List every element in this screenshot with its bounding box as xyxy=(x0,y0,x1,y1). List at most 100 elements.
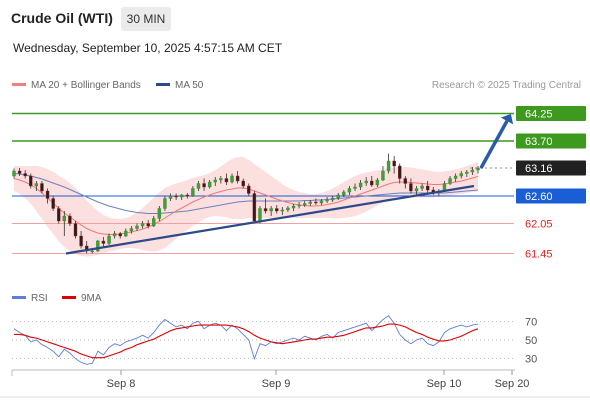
candle xyxy=(112,233,117,237)
legend-label-ma20: MA 20 + Bollinger Bands xyxy=(31,80,141,91)
legend-swatch-ma50 xyxy=(156,82,170,86)
candle xyxy=(68,215,72,224)
price-level-label: 62.05 xyxy=(525,219,553,231)
price-level-badge-label: 62.60 xyxy=(525,191,553,203)
candle xyxy=(392,160,396,167)
legend-swatch-ma20 xyxy=(12,82,26,86)
candle xyxy=(202,183,206,188)
candle xyxy=(258,208,262,222)
candle xyxy=(124,230,128,237)
candle xyxy=(146,223,150,227)
candle xyxy=(252,193,257,222)
candle xyxy=(140,223,145,227)
candle xyxy=(241,180,245,187)
candle xyxy=(453,175,458,179)
candle xyxy=(79,235,83,247)
candle xyxy=(235,175,240,182)
candle xyxy=(470,169,475,173)
candle xyxy=(330,197,335,201)
price-level-badge-label: 63.16 xyxy=(525,163,553,175)
legend-label-9ma: 9MA xyxy=(81,293,102,304)
candle xyxy=(191,188,195,197)
candle xyxy=(414,188,419,192)
candle xyxy=(157,208,162,219)
candle xyxy=(207,181,212,188)
candle xyxy=(90,250,94,253)
candle xyxy=(224,178,229,183)
candle xyxy=(230,175,234,183)
price-level-badge xyxy=(516,106,586,121)
candle xyxy=(180,194,184,198)
candle xyxy=(12,170,16,177)
ma20-line xyxy=(13,176,479,235)
chart-header: Crude Oil (WTI) 30 MIN xyxy=(0,0,590,36)
x-tick-label: Sep 8 xyxy=(107,378,136,390)
candle xyxy=(174,195,178,198)
candle xyxy=(40,183,44,192)
legend-item-rsi: RSI xyxy=(12,293,48,304)
candle xyxy=(275,208,279,212)
candle xyxy=(398,165,402,179)
candle xyxy=(168,195,173,199)
rsi-series-9ma xyxy=(14,323,479,359)
research-credit: Research © 2025 Trading Central xyxy=(431,80,581,91)
candle xyxy=(425,185,430,191)
candle xyxy=(247,185,251,194)
candle xyxy=(370,180,374,186)
x-tick-label: Sep 10 xyxy=(427,378,462,390)
candle xyxy=(196,183,201,189)
price-level-badge-label: 63.70 xyxy=(525,136,553,148)
candle xyxy=(185,194,190,197)
candle xyxy=(101,240,106,244)
legend-item-ma20: MA 20 + Bollinger Bands xyxy=(12,80,141,91)
candle xyxy=(342,191,346,196)
price-level-badge xyxy=(516,160,586,176)
candle xyxy=(219,178,223,181)
target-arrow-shaft xyxy=(479,120,509,169)
candle xyxy=(297,204,301,207)
candle xyxy=(45,190,50,199)
price-level-badge-label: 64.25 xyxy=(525,109,553,121)
candle xyxy=(420,185,424,189)
candle xyxy=(375,179,380,186)
legend-item-9ma: 9MA xyxy=(62,293,102,304)
legend-swatch-rsi xyxy=(12,295,26,299)
candle xyxy=(459,173,463,177)
instrument-title: Crude Oil (WTI) xyxy=(11,10,113,26)
candle xyxy=(403,178,408,184)
candle xyxy=(29,175,33,187)
rsi-tick-label: 30 xyxy=(525,354,537,366)
candle xyxy=(62,215,67,222)
candle xyxy=(325,199,329,202)
rsi-tick-label: 70 xyxy=(525,316,537,328)
candle xyxy=(409,183,413,192)
legend-label-ma50: MA 50 xyxy=(175,80,204,91)
candle xyxy=(302,203,307,206)
target-arrow-head xyxy=(500,113,514,125)
x-tick-label: Sep 20 xyxy=(495,378,530,390)
candle xyxy=(353,186,357,189)
timestamp: Wednesday, September 10, 2025 4:57:15 AM… xyxy=(13,41,283,55)
candle xyxy=(347,188,352,193)
legend-label-rsi: RSI xyxy=(31,293,48,304)
candle xyxy=(263,208,268,212)
candle xyxy=(129,228,134,232)
bollinger-band xyxy=(14,157,478,257)
candle xyxy=(319,200,324,204)
candle xyxy=(280,209,285,212)
timeframe-badge[interactable]: 30 MIN xyxy=(121,7,171,31)
candle xyxy=(291,205,296,209)
candle xyxy=(73,223,78,237)
candle xyxy=(163,198,167,209)
price-level-label: 61.45 xyxy=(525,249,553,261)
candle xyxy=(213,179,217,183)
candle xyxy=(465,171,469,174)
legend-item-ma50: MA 50 xyxy=(156,80,203,91)
candle xyxy=(118,233,122,237)
candle xyxy=(381,170,385,181)
candle xyxy=(107,235,111,244)
candle xyxy=(17,170,22,174)
candle xyxy=(135,225,139,229)
candle xyxy=(34,183,39,187)
